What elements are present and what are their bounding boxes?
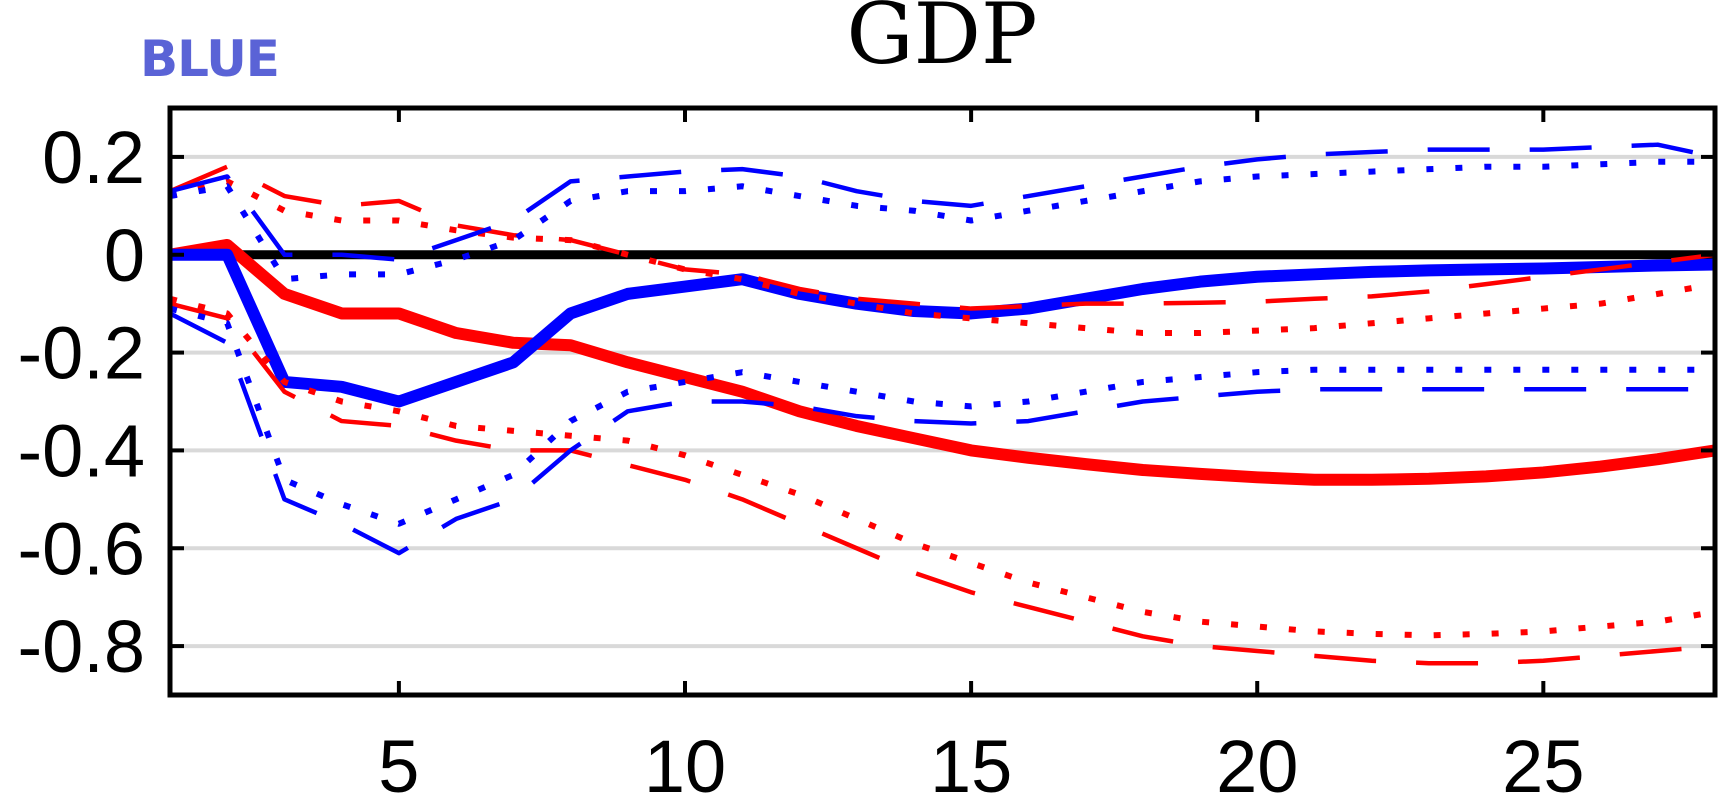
series-line-10 (170, 305, 1715, 527)
series-line-9 (170, 158, 1715, 283)
y-tick-label: 0 (104, 214, 145, 297)
x-tick-label: 15 (930, 725, 1012, 801)
y-tick-labels: 0.2 0 -0.2 -0.4 -0.6 -0.8 (17, 116, 145, 688)
x-tick-label: 10 (644, 725, 726, 801)
series-line-3 (170, 164, 1715, 311)
series-line-5 (170, 178, 1715, 337)
series-line-2 (170, 248, 1715, 408)
y-tick-label: -0.4 (17, 409, 145, 492)
x-tick-label: 20 (1216, 725, 1298, 801)
series-lines (170, 142, 1715, 666)
y-tick-label: -0.6 (17, 507, 145, 590)
series-line-1 (170, 238, 1715, 486)
y-tick-label: -0.2 (17, 312, 145, 395)
y-tick-label: 0.2 (42, 116, 145, 199)
series-line-7 (170, 142, 1715, 262)
series-line-8 (170, 311, 1715, 556)
x-tick-label: 25 (1502, 725, 1584, 801)
corner-label: BLUE (140, 30, 279, 88)
chart-title: GDP (847, 0, 1038, 83)
x-tick-labels: 5 10 15 20 25 (378, 725, 1584, 801)
series-line-4 (170, 301, 1715, 666)
x-tick-label: 5 (378, 725, 419, 801)
series-line-6 (170, 295, 1715, 639)
y-tick-label: -0.8 (17, 605, 145, 688)
plot-frame (167, 105, 1718, 698)
